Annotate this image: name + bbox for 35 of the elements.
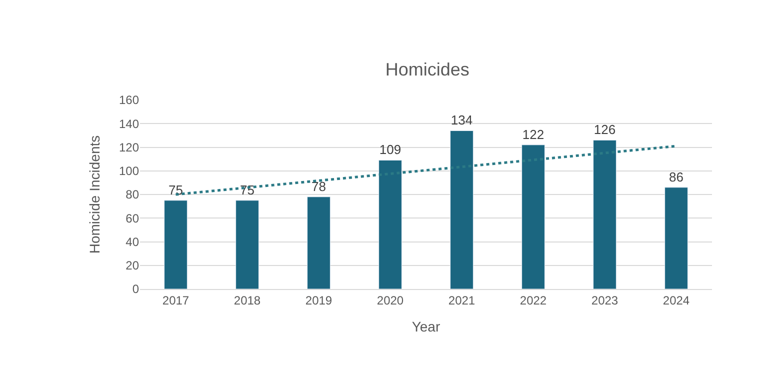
y-tick-label: 40 xyxy=(126,234,140,249)
bar xyxy=(450,130,474,289)
y-tick-label: 20 xyxy=(126,258,140,273)
x-tick-label: 2022 xyxy=(520,293,547,308)
data-label: 109 xyxy=(379,142,402,158)
chart-title: Homicides xyxy=(385,59,470,80)
bar xyxy=(307,196,330,289)
bar xyxy=(164,200,188,289)
y-tick-label: 160 xyxy=(118,93,140,108)
y-tick-label: 0 xyxy=(132,282,140,296)
x-tick-label: 2017 xyxy=(162,293,190,308)
x-tick-label: 2023 xyxy=(591,293,618,308)
y-tick-label: 100 xyxy=(118,164,140,178)
bar xyxy=(664,187,688,289)
x-tick-label: 2024 xyxy=(662,293,690,308)
x-tick-label: 2020 xyxy=(376,293,404,308)
y-tick-label: 60 xyxy=(126,211,140,226)
data-label: 122 xyxy=(522,126,544,142)
data-label: 75 xyxy=(168,182,183,198)
y-tick-label: 140 xyxy=(118,116,140,131)
bar xyxy=(378,160,402,289)
x-tick-label: 2019 xyxy=(305,293,332,308)
data-label: 134 xyxy=(450,112,473,128)
x-tick-label: 2021 xyxy=(448,293,476,308)
data-label: 86 xyxy=(669,169,684,184)
x-tick-label: 2018 xyxy=(234,293,261,308)
data-label: 126 xyxy=(594,122,616,138)
data-label: 78 xyxy=(312,178,326,194)
bar xyxy=(593,140,616,289)
bar xyxy=(522,144,545,289)
bar xyxy=(236,200,259,289)
x-axis-title: Year xyxy=(412,318,440,335)
y-tick-label: 80 xyxy=(126,188,140,202)
y-tick-label: 120 xyxy=(118,140,140,154)
y-axis-title: Homicide Incidents xyxy=(86,135,103,254)
